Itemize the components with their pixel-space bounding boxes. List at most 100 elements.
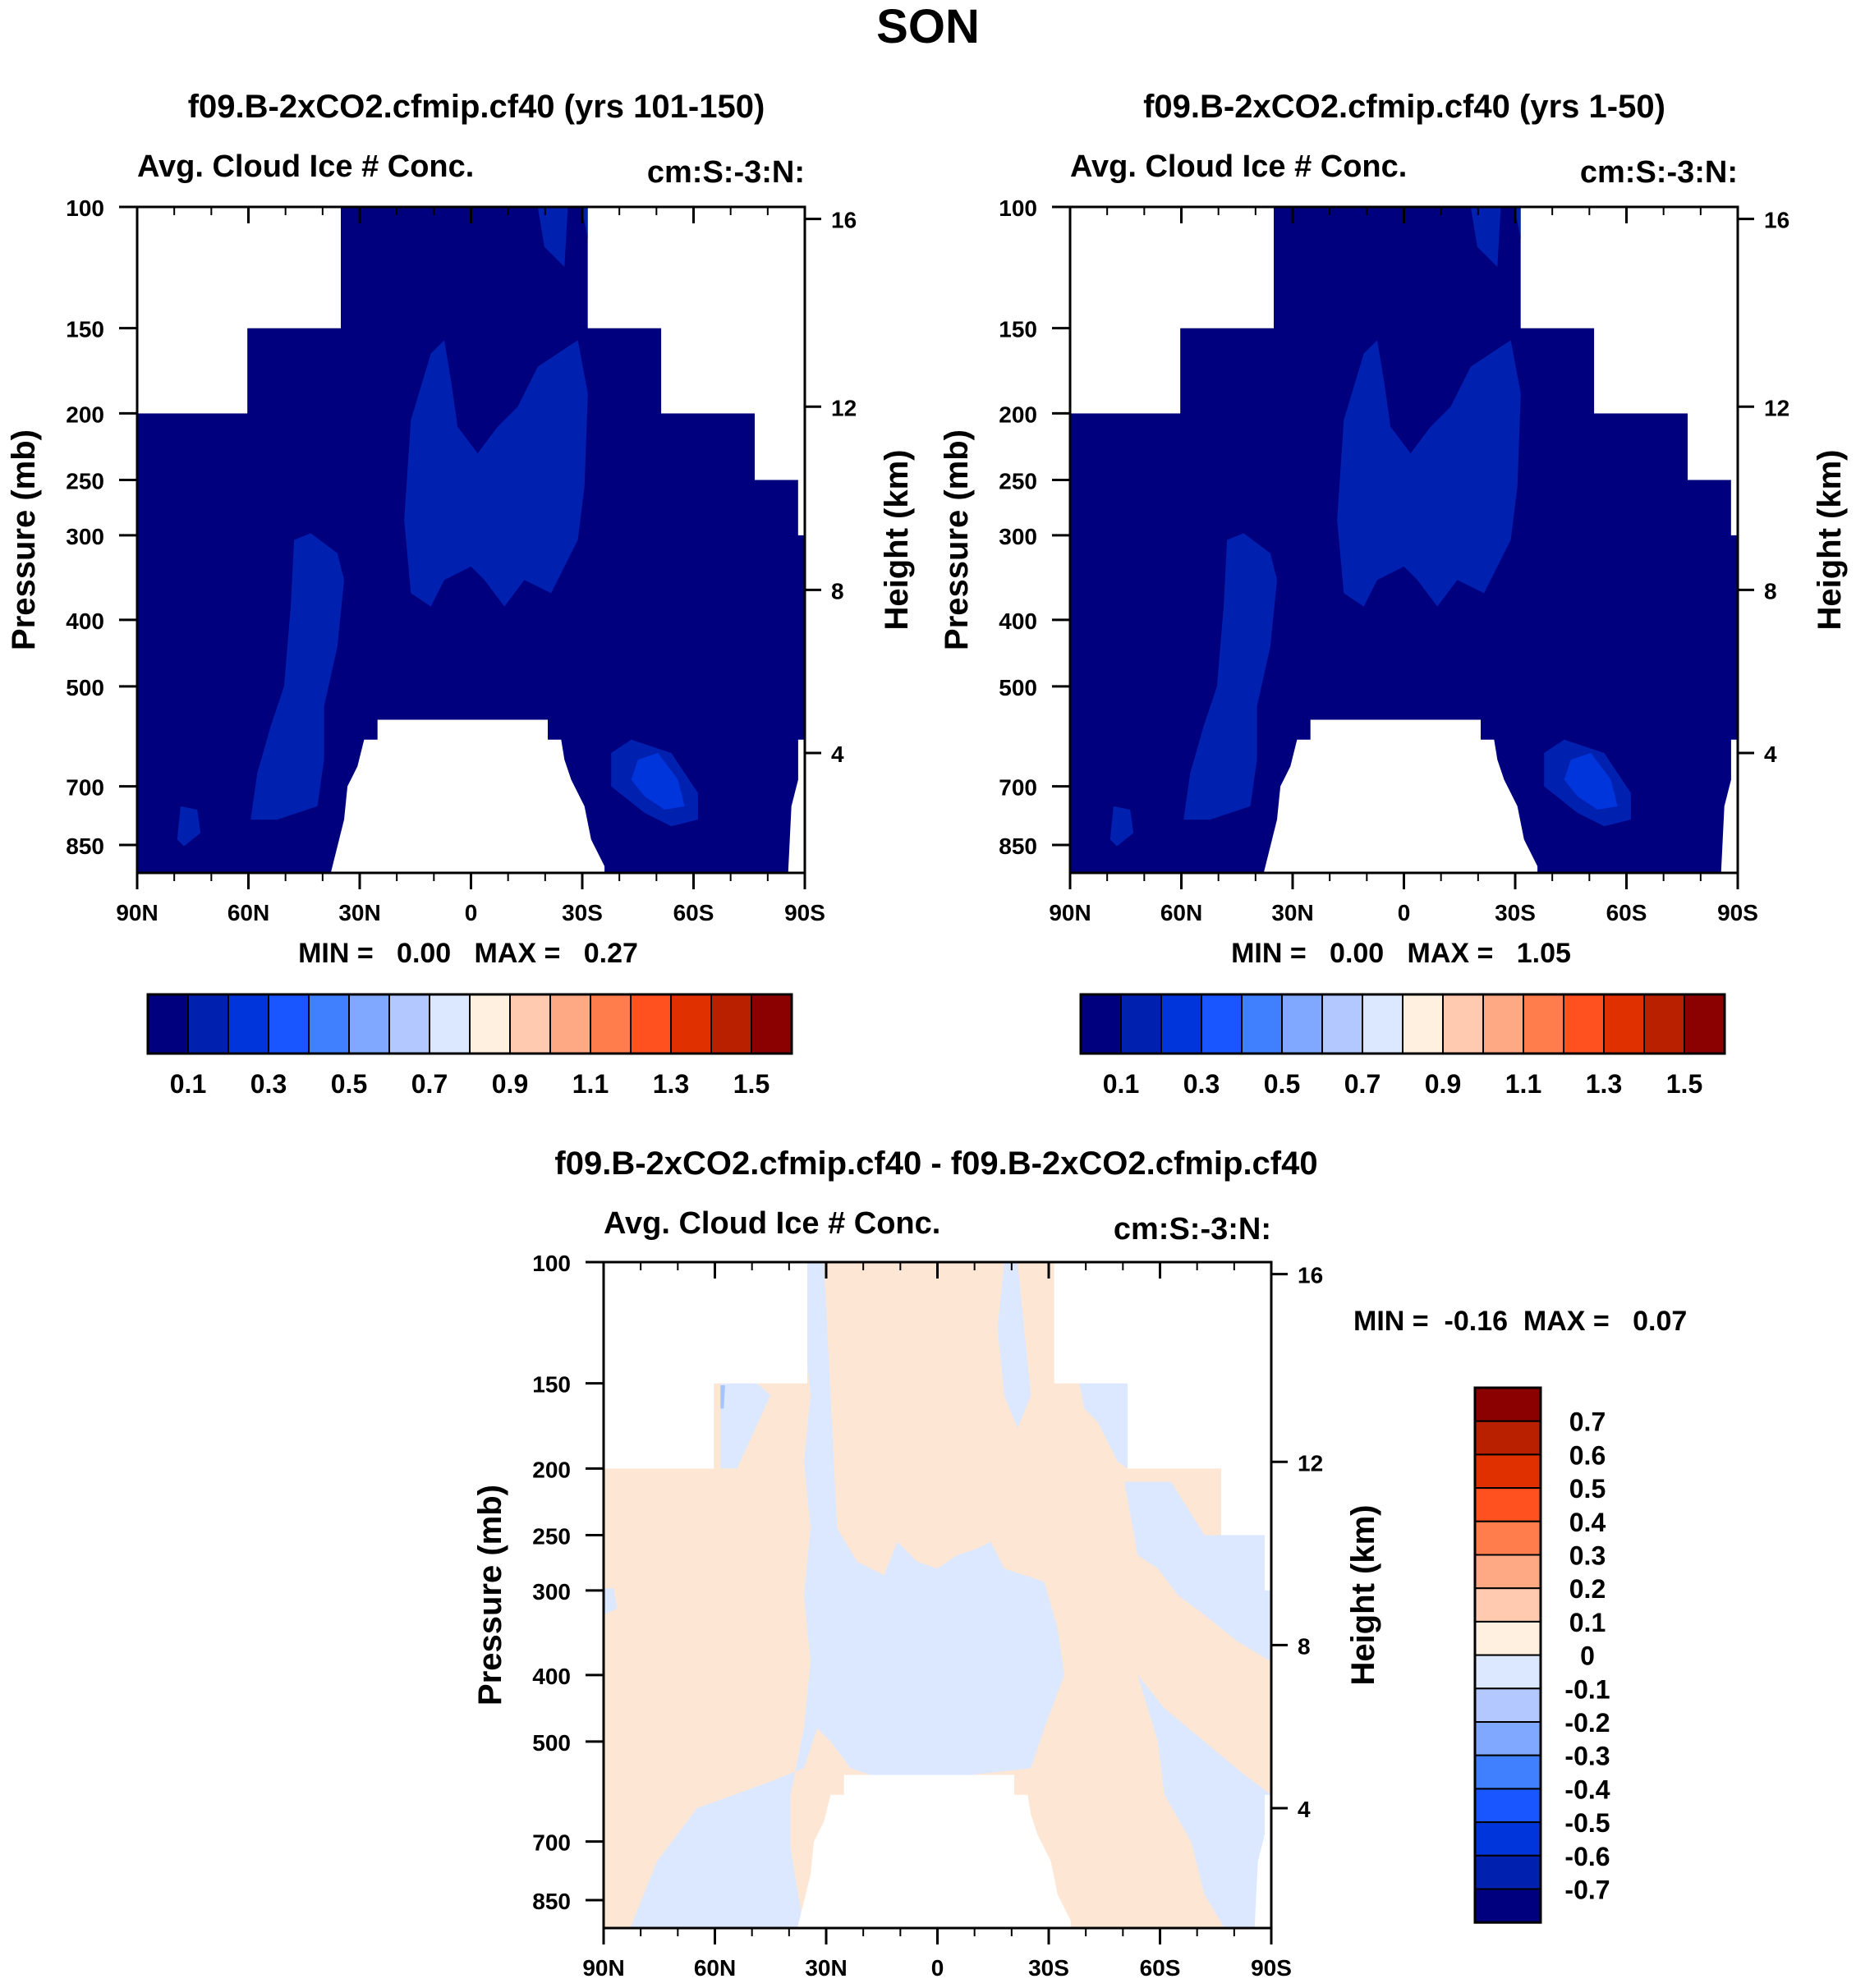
left-label: Avg. Cloud Ice # Conc. [137,149,474,184]
colorbar-label: 0.3 [1569,1541,1606,1571]
y-tick-label: 400 [66,608,104,634]
colorbar-label: 0.5 [331,1069,367,1099]
missing-data-mask [1520,207,1738,535]
panel-difference: f09.B-2xCO2.cfmip.cf40 - f09.B-2xCO2.cfm… [472,1146,1687,1981]
x-tick-label: 30N [805,1955,847,1981]
contour-level-neg0.1-to-neg0.2 [720,1385,725,1409]
y-right-tick-label: 16 [831,208,857,233]
colorbar-box [1474,1888,1541,1924]
colorbar-label: 0.7 [411,1069,448,1099]
field [1070,207,1738,873]
y-tick-label: 150 [999,317,1037,342]
colorbar-frame [1473,1386,1542,1924]
colorbar-label: -0.5 [1564,1808,1610,1838]
left-label: Avg. Cloud Ice # Conc. [1070,149,1407,184]
colorbar-label: -0.3 [1564,1742,1610,1771]
colorbar-frame [1079,993,1726,1055]
left-label: Avg. Cloud Ice # Conc. [604,1206,940,1241]
contour-level-0.3 [631,753,685,810]
colorbar-box [1474,1420,1541,1456]
colorbar-box [1362,994,1403,1054]
x-tick-label: 0 [1398,900,1411,925]
colorbar-label: -0.4 [1564,1775,1610,1804]
y-tick-label: 200 [66,402,104,427]
x-tick-label: 60N [227,900,269,925]
x-tick-label: 90N [1049,900,1091,925]
panel-title: f09.B-2xCO2.cfmip.cf40 (yrs 101-150) [188,89,765,125]
panel-title: f09.B-2xCO2.cfmip.cf40 (yrs 1-50) [1143,89,1665,125]
x-tick-label: 90N [582,1955,624,1981]
y-right-tick-label: 4 [1298,1797,1311,1822]
colorbar-label: 0.1 [170,1069,206,1099]
stats-text: MIN = 0.00 MAX = 0.27 [298,938,638,969]
y-right-tick-label: 16 [1298,1263,1323,1288]
y-tick-label: 150 [532,1372,571,1398]
colorbar-label: 1.5 [1666,1069,1702,1099]
y-tick-label: 300 [66,524,104,549]
colorbar-box [1474,1520,1541,1556]
colorbar-box [1402,994,1444,1054]
missing-data-mask [1054,1262,1271,1591]
x-tick-label: 90S [1251,1955,1292,1981]
colorbar-label: 0.5 [1569,1474,1606,1504]
colorbar-label: -0.2 [1564,1708,1610,1738]
colorbar-label: 0.6 [1569,1440,1606,1470]
field [137,207,805,873]
colorbar-label: 0.1 [1103,1069,1139,1099]
y-right-tick-label: 4 [831,741,844,767]
missing-data-mask [137,207,341,414]
colorbar-box [1281,994,1323,1054]
colorbar-box [348,994,390,1054]
colorbar-box [1474,1687,1541,1724]
colorbar-box [1474,1620,1541,1656]
y-tick-label: 850 [66,833,104,859]
page-title: SON [876,0,980,53]
y-tick-label: 300 [999,524,1037,549]
y-tick-label: 500 [532,1730,571,1756]
colorbar-label: 1.1 [572,1069,609,1099]
y-right-tick-label: 8 [831,578,844,604]
colorbar-box [308,994,350,1054]
contour-level-0.0-to-neg0.1 [630,1262,1064,1928]
y-tick-label: 250 [999,469,1037,494]
y-right-axis-label: Height (km) [1812,450,1848,631]
y-right-axis-label: Height (km) [879,450,915,631]
colorbar-box [429,994,471,1054]
colorbar-label: 1.3 [1586,1069,1622,1099]
contour-level-0.2 [537,207,568,267]
stats-text: MIN = 0.00 MAX = 1.05 [1231,938,1571,969]
contour-level-0.0-to-neg0.1 [1137,1674,1271,1928]
y-tick-label: 100 [66,195,104,221]
missing-data-mask [604,1262,807,1469]
colorbar-box [1241,994,1283,1054]
colorbar-box [1474,1854,1541,1890]
colorbar-label: 1.1 [1505,1069,1541,1099]
colorbar-label: 0.3 [250,1069,287,1099]
colorbar-box [710,994,752,1054]
contour-level-0.0-to-neg0.1 [720,1383,771,1469]
y-right-tick-label: 12 [1298,1450,1323,1476]
y-right-tick-label: 4 [1764,741,1777,767]
x-tick-label: 60S [1606,900,1647,925]
colorbar-box [1474,1821,1541,1857]
colorbar-label: 0.9 [492,1069,528,1099]
stats-text: MIN = -0.16 MAX = 0.07 [1353,1306,1687,1337]
colorbar-box [1482,994,1524,1054]
y-tick-label: 300 [532,1579,571,1605]
contour-level-0.2 [1183,533,1277,820]
y-tick-label: 200 [999,402,1037,427]
plot-area: 100 150 200 250 300 400 500 700 850 16 12 8 4 90N 60N 3… [6,195,915,925]
colorbar-box [1080,994,1122,1054]
y-tick-label: 500 [66,675,104,700]
contour-level-0.0-to-neg0.1 [997,1262,1031,1429]
colorbar-box [1474,1387,1541,1422]
colorbar-box [1474,1654,1541,1690]
contour-level-0.2 [404,340,588,607]
colorbar-box [549,994,591,1054]
colorbar-box [1603,994,1645,1054]
colorbar-box [1474,1587,1541,1623]
right-label: cm:S:-3:N: [647,155,805,190]
colorbar-frame [146,993,793,1055]
contour-level-0.3 [1564,753,1618,810]
